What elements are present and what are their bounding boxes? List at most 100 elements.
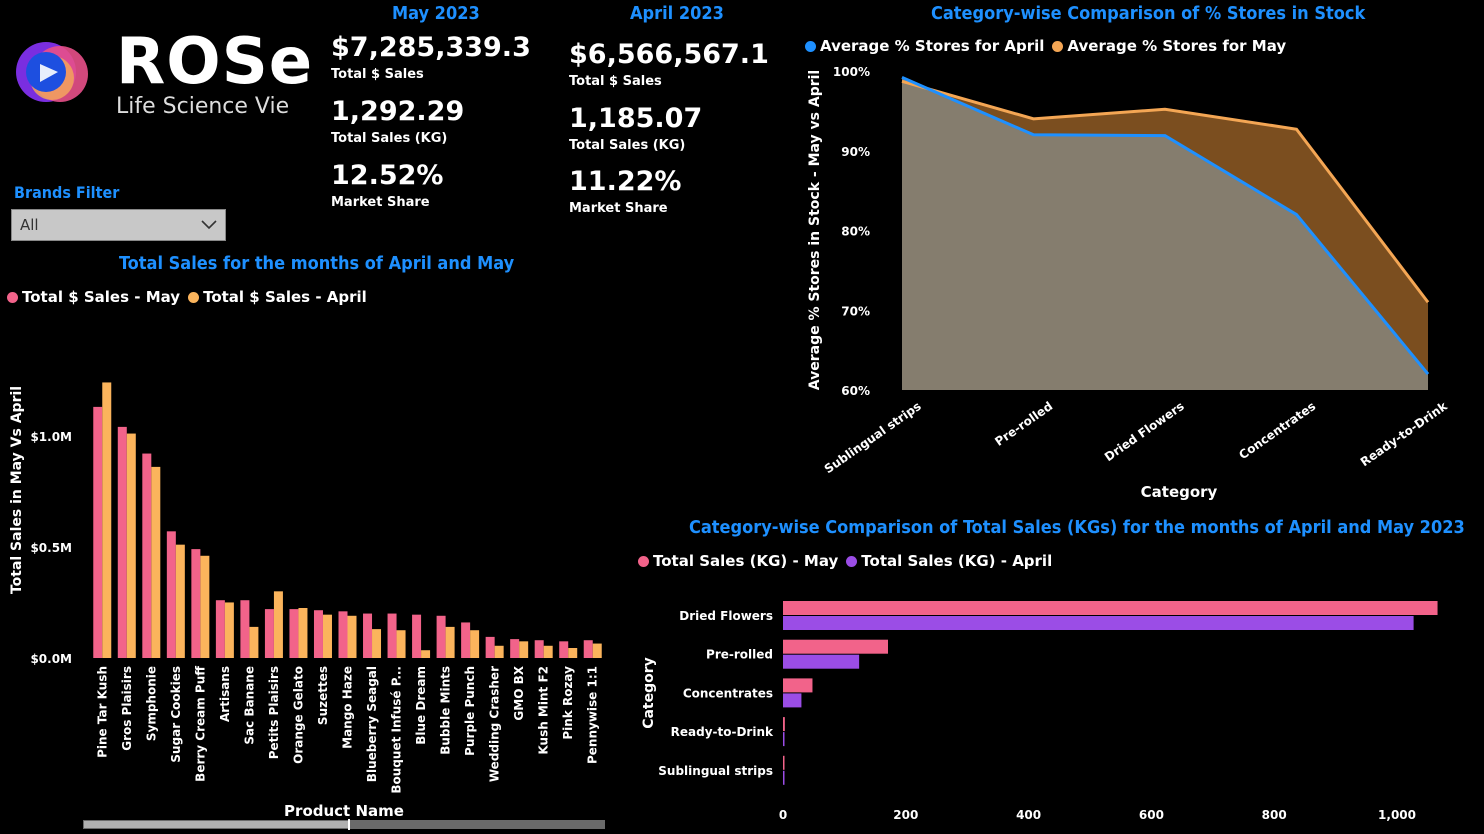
x-tick-label: Suzettes <box>316 666 330 725</box>
bar-may <box>387 613 397 658</box>
y-tick-label: Pre-rolled <box>706 648 773 662</box>
y-axis-label: Average % Stores in Stock - May vs April <box>807 70 823 390</box>
x-tick-label: 600 <box>1139 808 1164 822</box>
bar-kg-april <box>783 693 802 708</box>
bar-kg-april <box>783 732 785 747</box>
x-tick-label: Pre-rolled <box>992 399 1055 449</box>
bar-may <box>264 609 274 658</box>
kpi-april-market-share-label: Market Share <box>569 201 668 216</box>
x-tick-label: Blue Dream <box>414 666 428 745</box>
kg-chart-title: Category-wise Comparison of Total Sales … <box>689 517 1465 538</box>
line-may <box>901 79 1430 304</box>
x-tick-label: Bubble Mints <box>439 666 453 755</box>
bar-april <box>445 626 455 658</box>
kpi-may-market-share: 12.52% <box>331 160 444 191</box>
bar-may <box>412 614 422 658</box>
kpi-april-total-sales: $6,566,567.1 <box>569 39 769 70</box>
sales-chart-legend: Total $ Sales - May Total $ Sales - Apri… <box>7 288 367 306</box>
bar-april <box>175 544 185 658</box>
x-tick-label: Sugar Cookies <box>169 666 183 763</box>
y-axis-label: Category <box>641 657 657 729</box>
bar-april <box>396 630 406 658</box>
brands-filter-value: All <box>20 216 39 234</box>
y-tick-label: $0.0M <box>30 652 72 666</box>
bar-may <box>583 640 593 658</box>
y-tick-label: Dried Flowers <box>679 609 773 623</box>
bar-may <box>510 639 520 658</box>
bar-may <box>313 610 323 658</box>
bar-april <box>347 615 357 658</box>
kpi-may-total-kg-label: Total Sales (KG) <box>331 131 448 146</box>
bar-april <box>273 591 283 658</box>
x-tick-label: Kush Mint F2 <box>537 666 551 755</box>
bar-april <box>470 630 480 658</box>
x-tick-label: Berry Cream Puff <box>193 666 207 782</box>
legend-kg-may-swatch <box>638 555 649 567</box>
bar-april <box>494 645 504 658</box>
y-tick-label: 70% <box>841 304 870 318</box>
kpi-april-market-share: 11.22% <box>569 166 682 197</box>
area-april <box>902 77 1428 390</box>
logo: ROSe Life Science Vie <box>8 30 312 126</box>
bar-kg-may <box>783 639 888 654</box>
x-tick-label: Pink Rozay <box>561 666 575 740</box>
logo-tagline: Life Science Vie <box>116 94 290 119</box>
bar-may <box>338 611 348 658</box>
bar-april <box>519 641 529 658</box>
bar-april <box>568 648 578 658</box>
y-axis-label: Total Sales in May Vs April <box>9 386 25 594</box>
legend-april-swatch <box>188 291 200 303</box>
bar-may <box>215 600 225 658</box>
bar-may <box>191 549 201 658</box>
x-tick-label: Orange Gelato <box>291 666 305 764</box>
x-tick-label: 1,000 <box>1378 808 1416 822</box>
bar-april <box>298 608 308 658</box>
bar-kg-may <box>783 601 1438 615</box>
bar-april <box>102 382 112 658</box>
x-tick-label: Sublingual strips <box>822 399 924 476</box>
bar-april <box>543 645 553 658</box>
kpi-may-market-share-label: Market Share <box>331 195 430 210</box>
bar-may <box>166 531 176 658</box>
kg-chart-legend: Total Sales (KG) - May Total Sales (KG) … <box>638 552 1052 570</box>
x-tick-label: Ready-to-Drink <box>1358 398 1451 469</box>
kpi-april-total-kg: 1,185.07 <box>569 103 703 134</box>
kpi-april-total-sales-label: Total $ Sales <box>569 74 662 89</box>
logo-brand: ROSe <box>116 25 314 99</box>
bar-may <box>485 636 495 658</box>
bar-may <box>142 453 152 658</box>
y-tick-label: $0.5M <box>30 541 72 555</box>
y-tick-label: $1.0M <box>30 430 72 444</box>
x-tick-label: 200 <box>893 808 918 822</box>
x-tick-label: Symphonie <box>144 666 158 741</box>
line-april <box>901 76 1430 376</box>
bar-april <box>322 614 332 658</box>
bar-april <box>249 626 259 658</box>
x-axis-label: Product Name <box>284 802 404 820</box>
x-tick-label: Artisans <box>218 666 232 722</box>
chevron-down-icon <box>201 220 217 230</box>
bar-kg-may <box>783 678 813 693</box>
kg-bar-chart: Dried Flowers Pre-rolled Concentrates Ready… <box>641 601 1438 822</box>
brands-filter-dropdown[interactable]: All <box>11 209 226 241</box>
y-tick-label: 80% <box>841 225 870 239</box>
bar-kg-may <box>783 717 785 732</box>
sales-chart-title: Total Sales for the months of April and … <box>119 253 515 274</box>
legend-may-label: Total $ Sales - May <box>22 288 181 306</box>
brands-filter-label: Brands Filter <box>14 183 120 202</box>
x-tick-label: 0 <box>779 808 787 822</box>
x-tick-label: Blueberry Seagal <box>365 666 379 782</box>
kpi-may-total-sales-label: Total $ Sales <box>331 67 424 82</box>
x-axis-label: Category <box>1141 483 1218 501</box>
bar-kg-may <box>783 755 785 770</box>
legend-kg-may-label: Total Sales (KG) - May <box>653 552 839 570</box>
x-tick-label: 800 <box>1262 808 1287 822</box>
x-tick-label: Bouquet Infusé P... <box>390 666 404 794</box>
kpi-may-heading: May 2023 <box>392 3 480 24</box>
bar-may <box>559 641 569 658</box>
x-tick-label: GMO BX <box>512 665 526 720</box>
bar-april <box>592 643 602 658</box>
bar-may <box>461 622 471 658</box>
y-tick-label: 100% <box>833 65 870 79</box>
bar-may <box>93 406 103 658</box>
